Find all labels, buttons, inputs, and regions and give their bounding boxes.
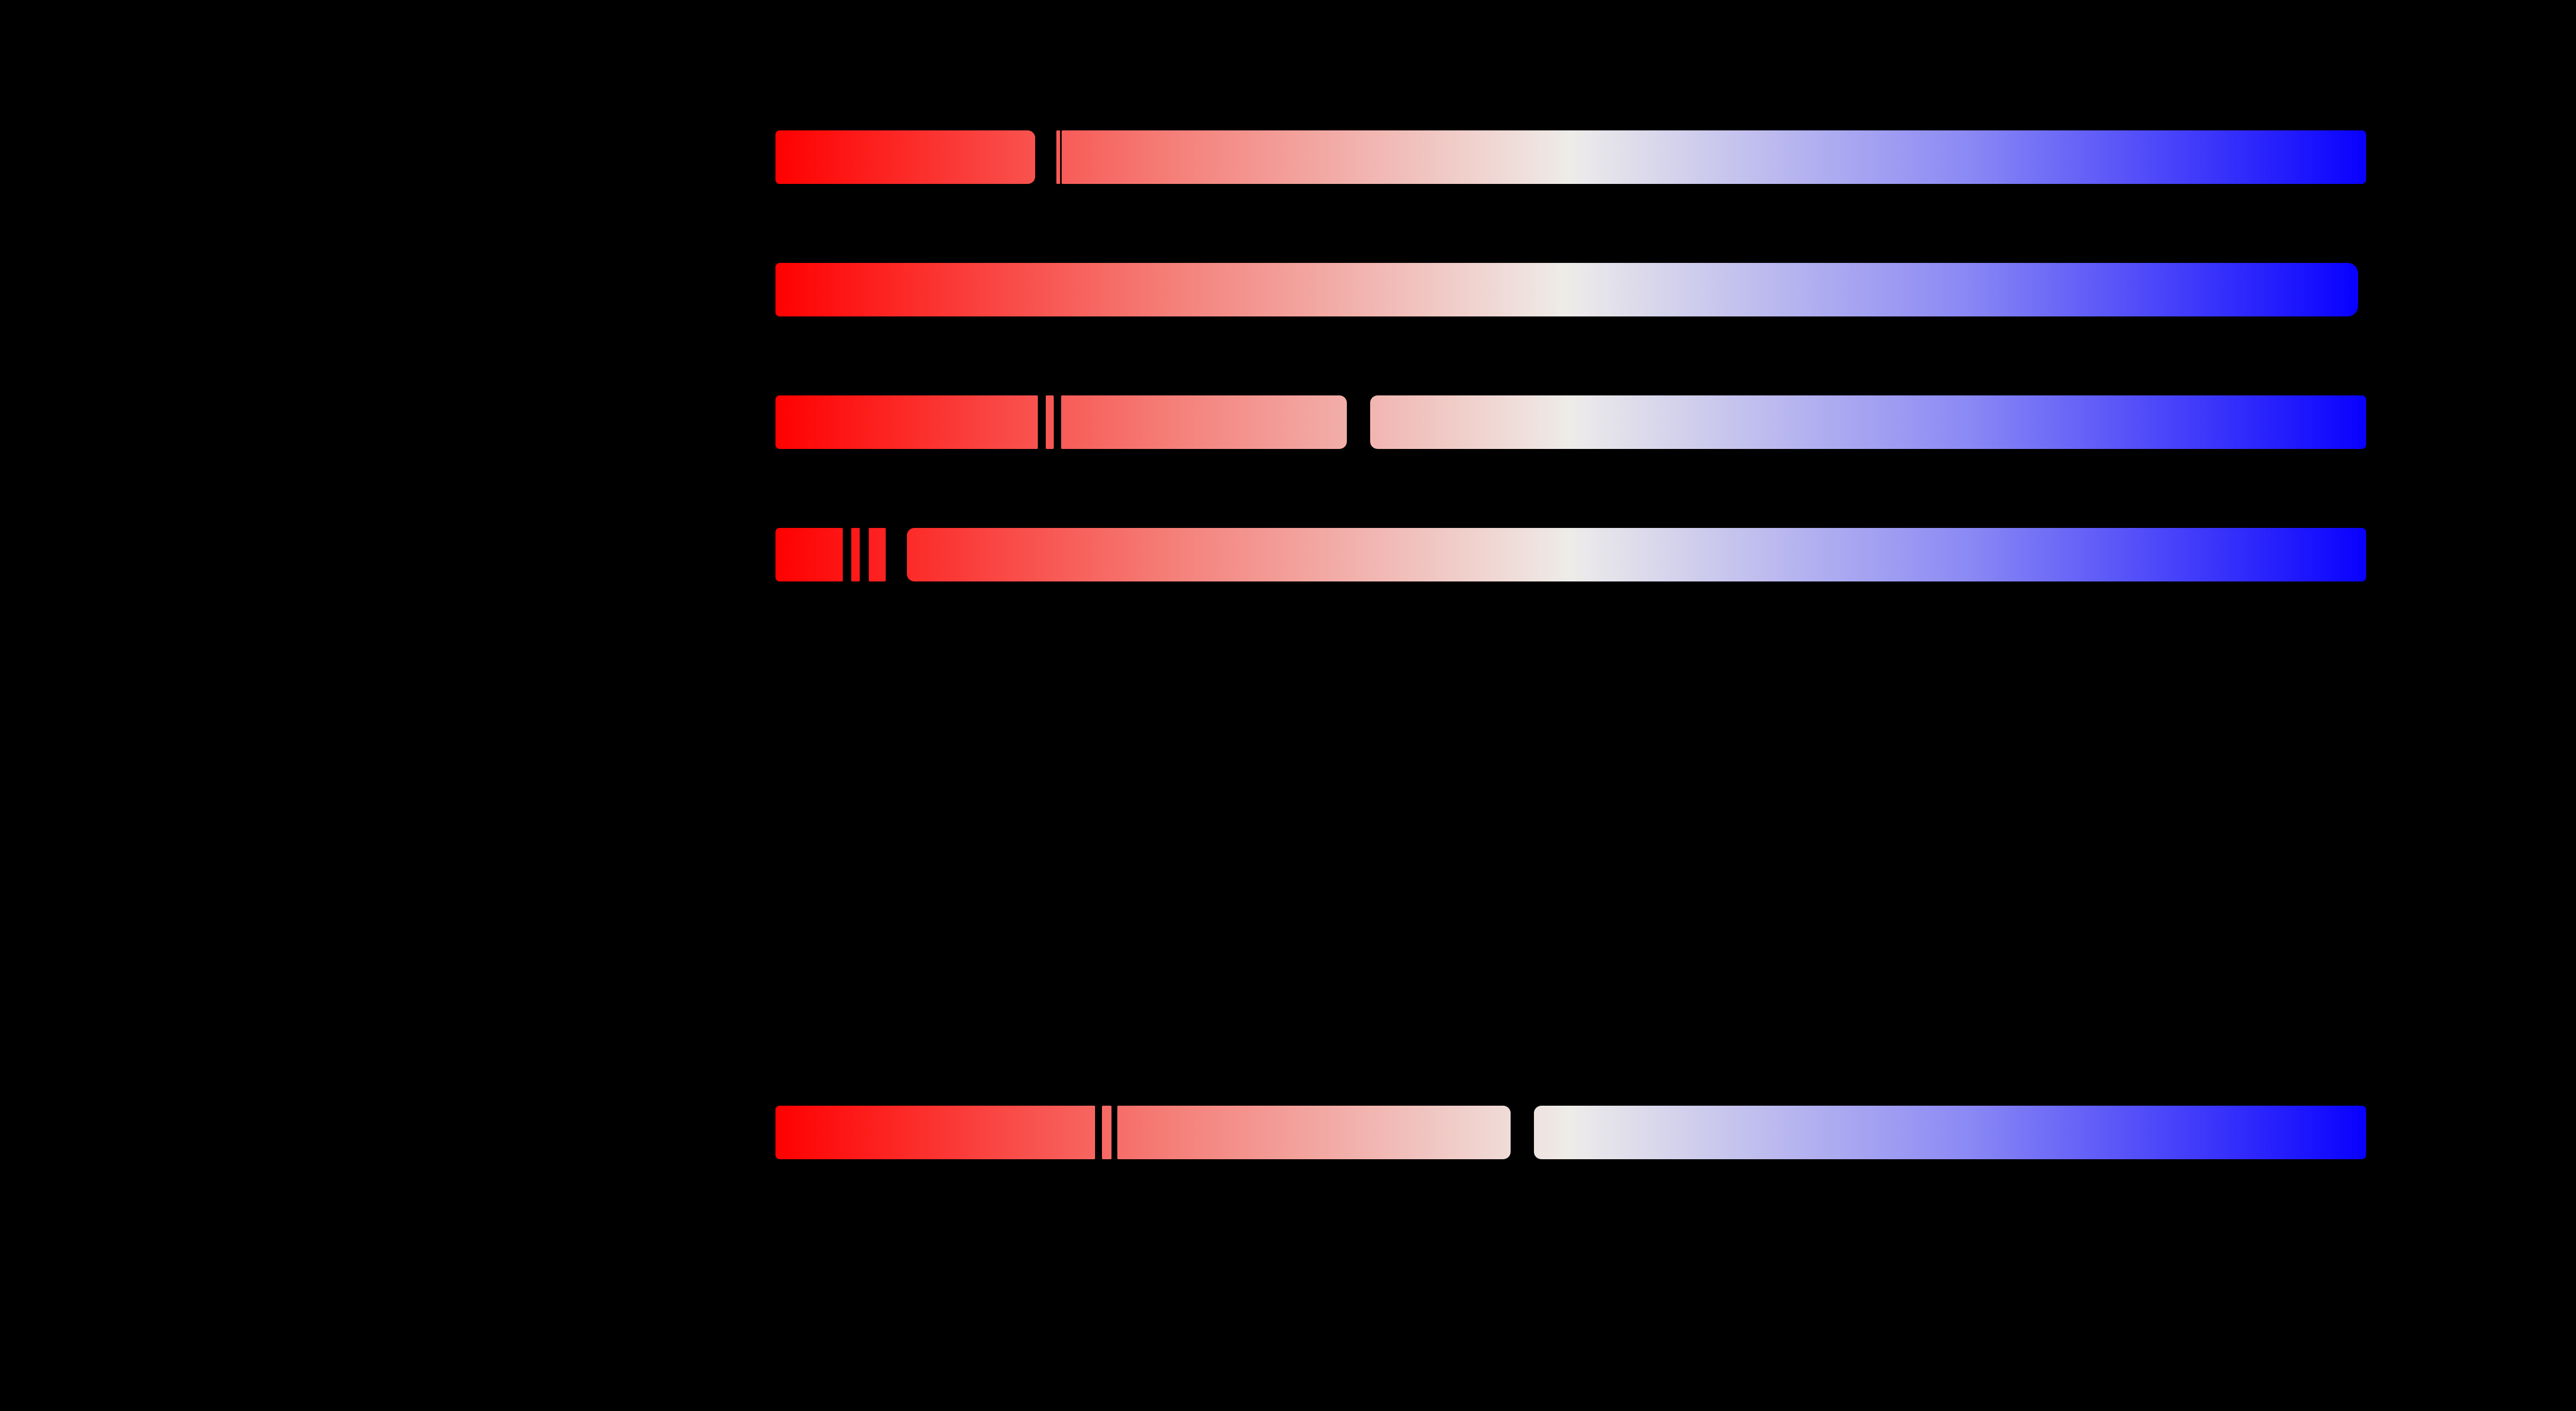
- chromosome-bar-5: [775, 1106, 2366, 1159]
- chromosome-segment: [1117, 1106, 1511, 1159]
- chromosome-segment: [1370, 395, 2366, 449]
- chromosome-bar-1: [775, 130, 2366, 184]
- chromosome-segment: [1046, 395, 1054, 449]
- chromosome-segment: [1062, 130, 2366, 184]
- chromosome-segment: [775, 395, 1038, 449]
- chromosome-bar-3: [775, 395, 2366, 449]
- chromosome-segment: [775, 1106, 1095, 1159]
- chromosome-segment: [1102, 1106, 1111, 1159]
- chromosome-segment: [775, 528, 843, 581]
- chromosome-segment: [869, 528, 886, 581]
- chromosome-segment: [1061, 395, 1347, 449]
- chromosome-segment: [1056, 130, 1060, 184]
- chromosome-segment: [775, 130, 1035, 184]
- chromosome-segment: [907, 528, 2366, 581]
- chromosome-bar-4: [775, 528, 2366, 581]
- chromosome-bar-2: [775, 263, 2358, 316]
- chromosome-segment: [851, 528, 860, 581]
- chromosome-segment: [1534, 1106, 2366, 1159]
- chromosome-segment: [775, 263, 2358, 316]
